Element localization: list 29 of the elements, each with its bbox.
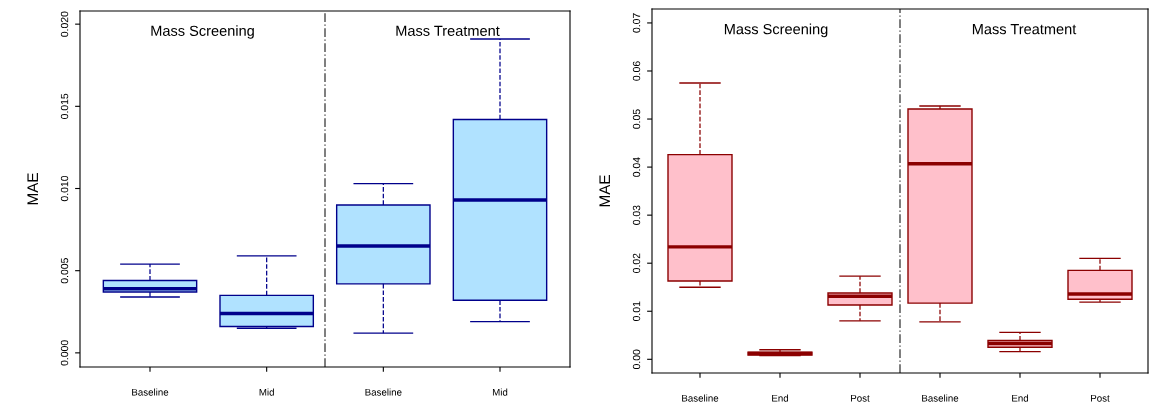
annotation: Mass Screening [151,25,254,39]
y-tick-label: 0.03 [632,205,641,225]
y-tick-label: 0.020 [60,11,69,37]
y-tick-label: 0.000 [60,340,69,366]
x-tick-label: Baseline [132,388,169,396]
annotation: Mass Treatment [396,25,500,36]
x-tick-label: Baseline [365,388,402,396]
y-tick-label: 0.015 [60,93,69,119]
x-tick-label: Baseline [922,394,959,402]
y-tick-label: 0.010 [60,175,69,202]
y-tick-label: 0.04 [632,157,641,177]
y-tick-label: 0.02 [632,253,641,273]
x-tick-label: Baseline [682,394,719,402]
y-tick-label: 0.005 [60,258,69,284]
y-tick-label: 0.07 [632,13,641,33]
x-tick-label: Post [851,394,870,402]
annotation: Mass Screening [724,23,828,38]
y-tick-label: 0.05 [632,109,641,129]
x-tick-label: End [772,394,789,402]
x-tick-label: Mid [492,388,508,396]
x-tick-label: End [1012,394,1029,402]
y-tick-label: 0.00 [632,349,641,370]
y-axis-title: MAE [599,175,610,207]
y-tick-label: 0.01 [632,301,641,321]
annotation: Mass Treatment [972,24,1077,35]
x-tick-label: Post [1091,394,1110,402]
x-tick-label: Mid [259,388,274,396]
y-tick-label: 0.06 [632,61,641,81]
y-axis-title: MAE [27,173,38,205]
